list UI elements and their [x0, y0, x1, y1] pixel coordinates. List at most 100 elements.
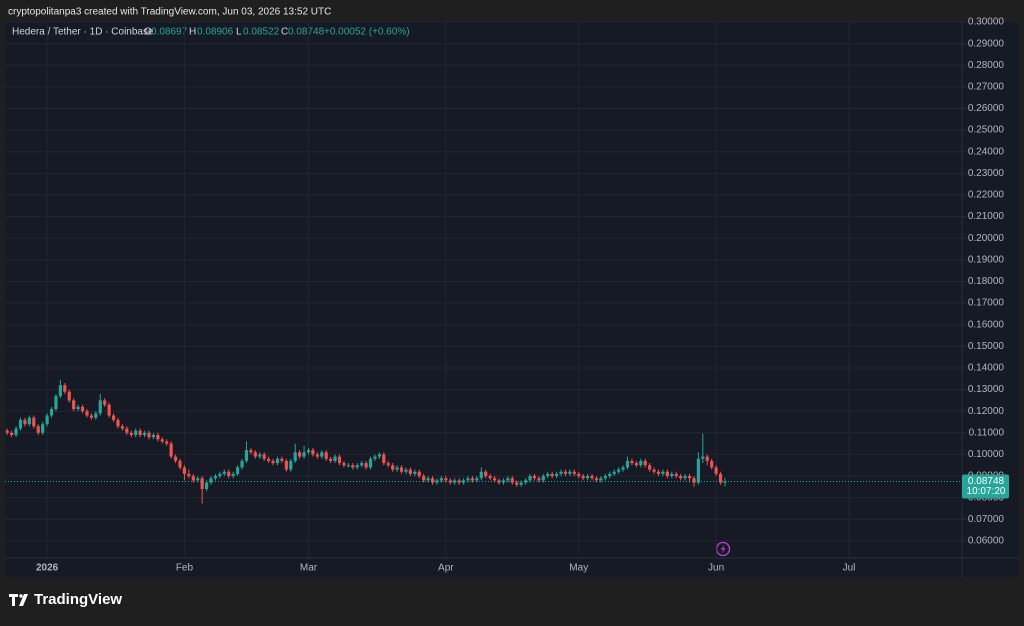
candle-body [293, 452, 297, 461]
candle-body [218, 473, 222, 477]
candle-body [586, 476, 590, 479]
candle-body [621, 467, 625, 470]
candle-body [58, 385, 62, 397]
candle-body [165, 441, 169, 444]
x-tick-label: Jul [843, 563, 856, 574]
candle-body [244, 450, 249, 461]
candle-body [572, 471, 576, 474]
candle-body [475, 478, 479, 481]
y-tick-label: 0.30000 [968, 17, 1005, 28]
candle-body [320, 452, 324, 457]
candle-body [227, 471, 231, 477]
legend-low: 0.08522 [243, 27, 280, 38]
candle-body [457, 480, 461, 483]
logo [9, 594, 28, 606]
candle-body [484, 471, 488, 477]
candle-body [422, 476, 426, 481]
candle-body [705, 456, 709, 461]
candle-body [27, 417, 31, 425]
candle-body [231, 473, 235, 477]
candle-body [665, 471, 669, 477]
candle-body [18, 419, 23, 429]
candle-body [182, 467, 187, 474]
candle-body [306, 450, 311, 453]
candle-body [656, 471, 661, 474]
legend-close: 0.08748 [288, 27, 325, 38]
candle-body [14, 428, 18, 435]
candle-body [10, 432, 14, 435]
candle-body [271, 460, 275, 464]
candle-body [94, 413, 98, 418]
legend-open: 0.08697 [151, 27, 188, 38]
candle-body [275, 458, 280, 464]
candle-body [178, 460, 182, 468]
plot: 0.30000 0.29000 0.28000 0.27000 0.26000 0.250… [5, 17, 1009, 574]
y-tick-label: 0.10000 [968, 449, 1005, 460]
candle-body [608, 473, 612, 477]
candle-body [209, 478, 213, 483]
candle-body [710, 460, 714, 468]
candle-body [470, 478, 475, 481]
y-tick-label: 0.22000 [968, 190, 1005, 201]
candle-body [329, 458, 333, 461]
candle-body [355, 465, 359, 468]
candle-body [497, 480, 501, 483]
x-tick-label: Mar [300, 563, 318, 574]
candle-body [679, 476, 683, 479]
candle-body [382, 454, 386, 464]
symbol: Hedera / Tether · 1D · Coinbase [12, 27, 154, 38]
candle-body [284, 460, 288, 470]
candle-body [169, 443, 173, 457]
candle-body [36, 426, 40, 433]
y-tick-label: 0.19000 [968, 254, 1005, 265]
candle-body [76, 406, 80, 410]
legend-high: 0.08906 [197, 27, 234, 38]
y-tick-label: 0.29000 [968, 38, 1005, 49]
y-tick-label: 0.23000 [968, 168, 1005, 179]
y-tick-label: 0.25000 [968, 125, 1005, 136]
candle-body [563, 471, 568, 474]
candle-body [506, 478, 510, 481]
candle-body [156, 434, 160, 440]
candle-body [519, 482, 523, 485]
candle-body [351, 465, 355, 468]
candle-body [555, 473, 559, 477]
candle-body [643, 460, 647, 466]
candle-body [541, 476, 545, 481]
candle-body [129, 432, 133, 435]
y-tick-label: 0.15000 [968, 341, 1005, 352]
candle-body [262, 454, 266, 459]
candle-body [63, 385, 67, 392]
candle-body [160, 439, 164, 442]
candle-body [289, 460, 293, 470]
legend-c: C [281, 27, 288, 38]
candle-body [200, 478, 204, 490]
candle-body [258, 454, 262, 457]
x-tick-label: Apr [438, 563, 454, 574]
candle-body [435, 480, 439, 483]
candle-body [89, 415, 93, 418]
y-tick-label: 0.14000 [968, 363, 1005, 374]
candle-body [488, 476, 492, 479]
legend-change: +0.00052 (+0.60%) [324, 27, 410, 38]
candle-body [661, 471, 665, 474]
candle-body [116, 419, 120, 427]
grid [5, 21, 962, 558]
candle-body [80, 406, 85, 412]
candle-body [311, 450, 315, 455]
candle-body [581, 476, 585, 479]
candle-body [72, 400, 76, 410]
candle-body [342, 463, 346, 466]
candle-body [599, 478, 603, 481]
candle-body [603, 476, 607, 479]
candle-body [32, 417, 36, 427]
candle-body [391, 465, 395, 470]
y-tick-label: 0.17000 [968, 298, 1005, 309]
price-badge [962, 474, 1009, 499]
candle-body [413, 471, 417, 474]
candle-body [718, 473, 723, 483]
candle-body [648, 465, 652, 470]
candle-body [337, 456, 342, 464]
